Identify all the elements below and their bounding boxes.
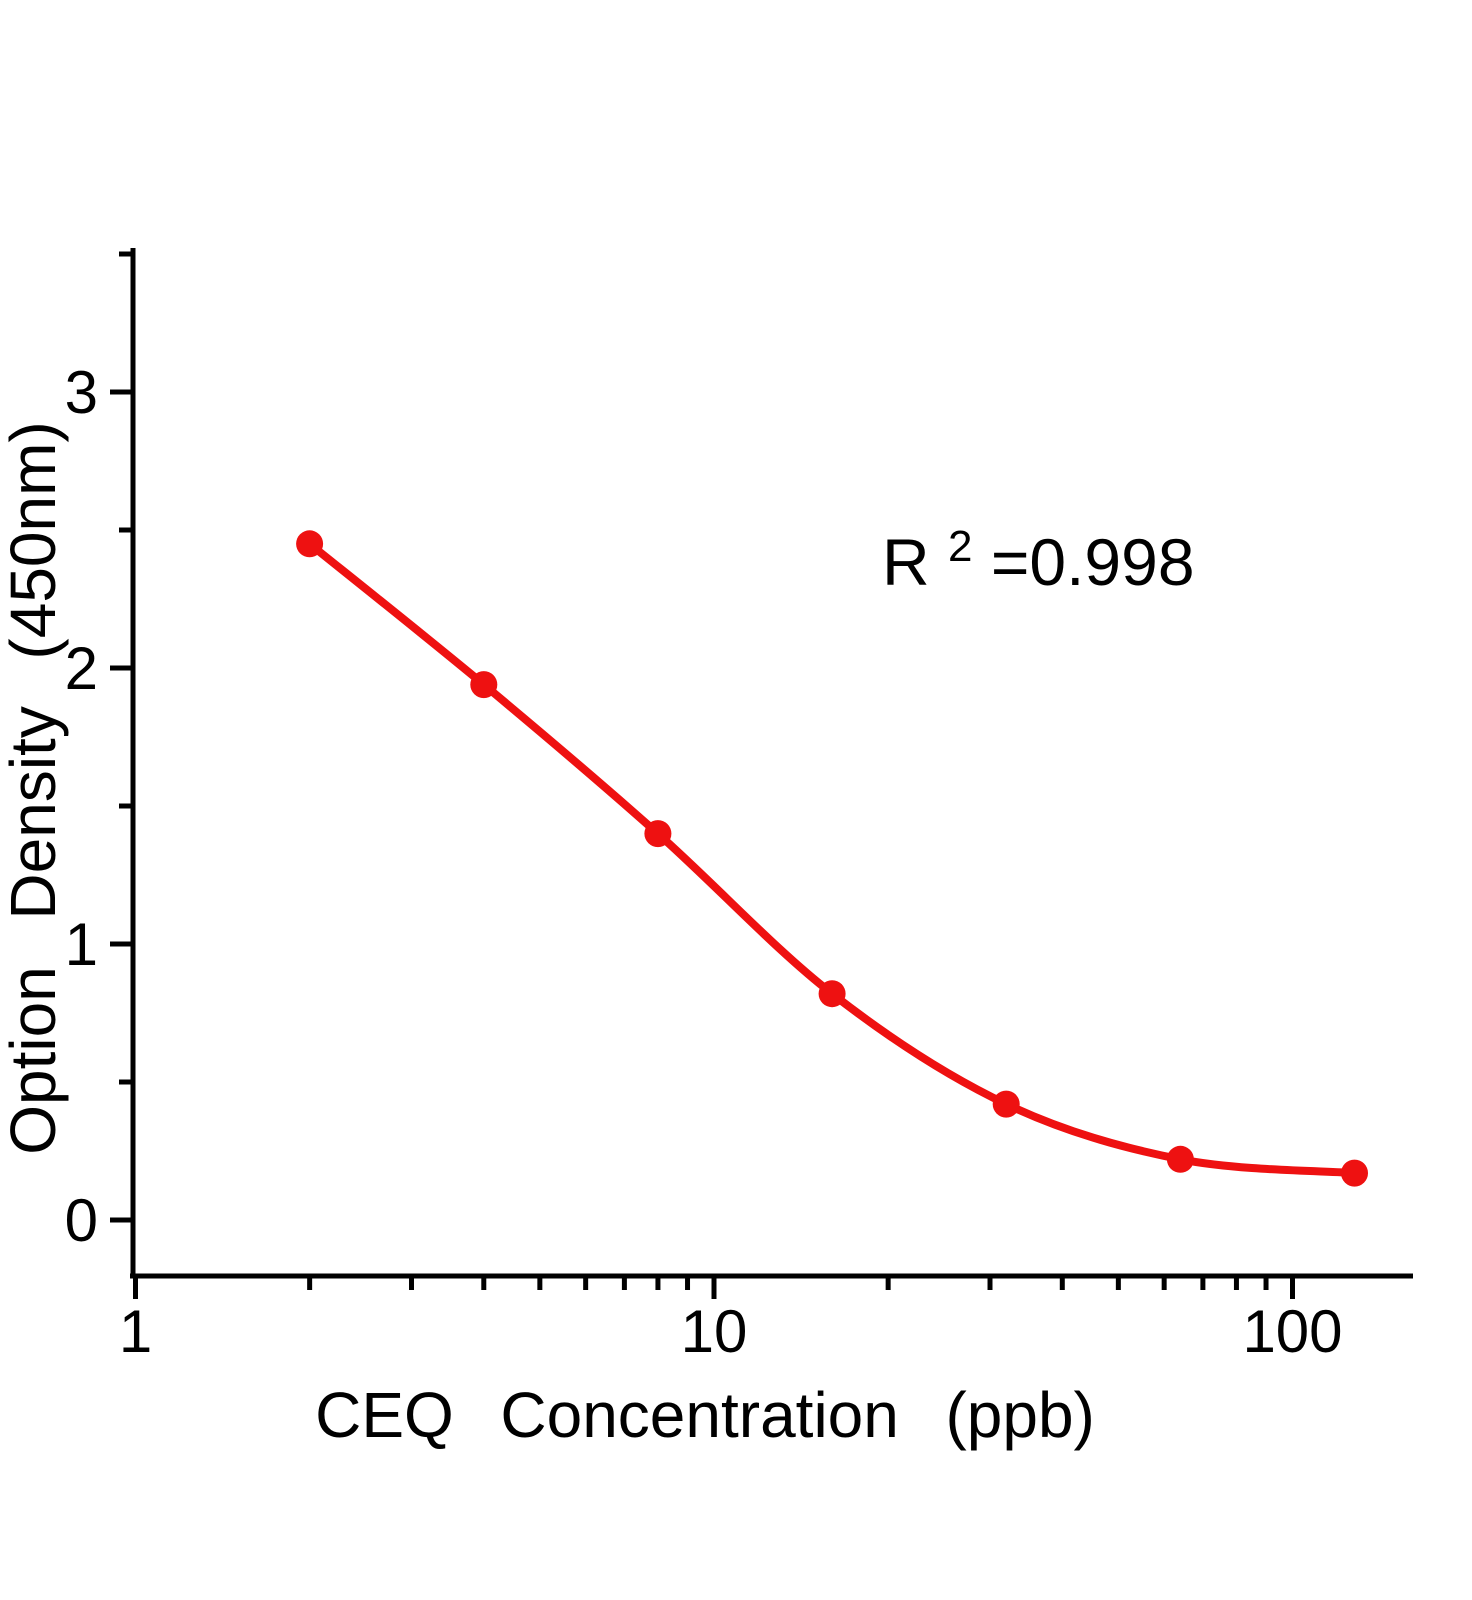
fit-curve xyxy=(305,539,1359,1178)
x-tick-label: 10 xyxy=(681,1298,748,1365)
y-tick-label: 3 xyxy=(65,359,98,426)
y-ticks xyxy=(110,251,133,1223)
r-squared-base: R xyxy=(882,525,930,599)
axes xyxy=(130,248,1413,1279)
data-points xyxy=(296,530,1368,1187)
y-tick-labels: 0 1 2 3 xyxy=(65,359,98,1254)
data-point-marker xyxy=(644,820,672,848)
r-squared-annotation: R 2 =0.998 xyxy=(882,501,1195,599)
y-tick-label: 0 xyxy=(65,1187,98,1254)
r-squared-superscript: 2 xyxy=(948,522,972,571)
x-tick-label: 1 xyxy=(119,1298,152,1365)
r-squared-rest: =0.998 xyxy=(991,525,1195,599)
data-point-marker xyxy=(296,530,324,558)
y-tick-label: 2 xyxy=(65,635,98,702)
x-tick-label: 100 xyxy=(1242,1298,1342,1365)
data-point-marker xyxy=(992,1090,1020,1118)
x-tick-labels: 1 10 100 xyxy=(119,1298,1343,1365)
data-point-marker xyxy=(470,671,498,699)
y-tick-label: 1 xyxy=(65,911,98,978)
data-point-marker xyxy=(818,980,846,1008)
data-point-marker xyxy=(1341,1159,1368,1187)
x-axis-label: CEQ Concentration (ppb) xyxy=(315,1379,1095,1451)
x-ticks xyxy=(133,1276,1295,1299)
y-axis-label: Option Density (450nm) xyxy=(0,421,69,1154)
data-point-marker xyxy=(1166,1145,1194,1173)
fit-curve-path xyxy=(305,539,1359,1178)
